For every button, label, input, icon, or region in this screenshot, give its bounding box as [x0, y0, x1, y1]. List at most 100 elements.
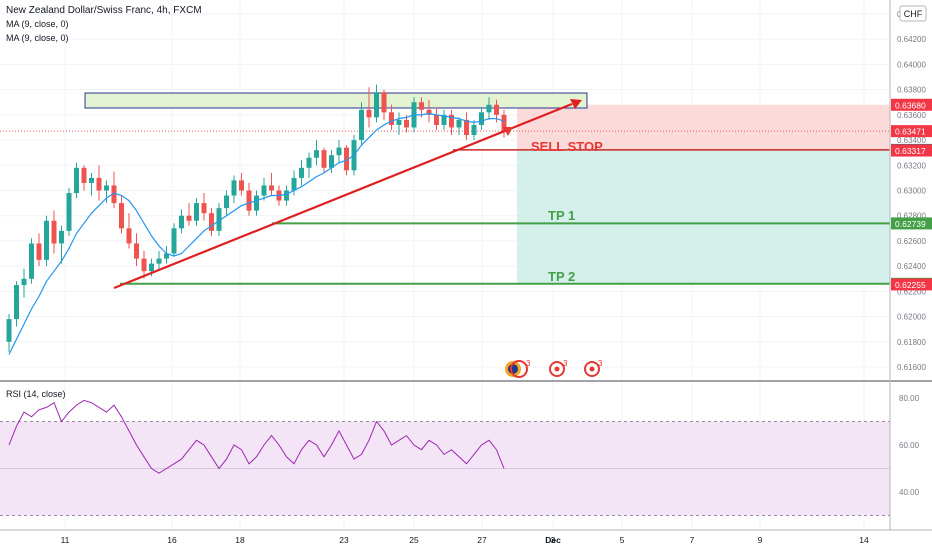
take-profit-zone: [517, 149, 890, 284]
event-icon-3-dot: [589, 366, 595, 372]
price-tick-label: 0.63000: [897, 187, 926, 196]
candle: [284, 185, 289, 206]
event-count-1: 3: [526, 359, 531, 368]
candle: [66, 187, 72, 236]
rsi-tick-label: 60.00: [899, 441, 920, 450]
candle: [246, 182, 252, 216]
time-tick-label: 23: [339, 535, 349, 545]
chart-title[interactable]: New Zealand Dollar/Swiss Franc, 4h, FXCM: [6, 5, 202, 16]
sell-stop-label[interactable]: SELL STOP: [531, 139, 603, 154]
currency-badge[interactable]: [899, 5, 927, 22]
rsi-tick-label: 40.00: [899, 488, 920, 497]
candle: [179, 209, 184, 234]
time-tick-label: 7: [690, 535, 695, 545]
candle: [291, 170, 297, 196]
tp2-label[interactable]: TP 2: [548, 269, 575, 284]
price-tick-label: 0.63800: [897, 86, 926, 95]
candle: [74, 162, 79, 199]
rsi-axis[interactable]: 80.00 60.00 40.00: [899, 394, 920, 497]
price-tick-label: 0.63200: [897, 161, 926, 170]
candle: [224, 190, 229, 216]
price-tick-label: 0.63600: [897, 111, 926, 120]
price-tick-label: 0.61800: [897, 338, 926, 347]
candle: [21, 268, 27, 298]
time-tick-label: 18: [235, 535, 245, 545]
ascending-trendline[interactable]: [113, 102, 573, 290]
price-tick-label: 0.62400: [897, 262, 926, 271]
candle: [96, 165, 102, 201]
event-count-2: 3: [563, 359, 568, 368]
candle: [6, 314, 12, 352]
flag-event-inner-icon: [508, 364, 518, 374]
price-axis-labels: 0.636800.634710.633220.633170.627390.622…: [891, 98, 932, 291]
resistance-zone[interactable]: [84, 92, 588, 109]
candle: [479, 107, 484, 130]
price-label-badge: [891, 217, 932, 230]
candle: [396, 112, 402, 136]
candle: [329, 150, 334, 173]
candle: [471, 119, 477, 141]
stop-loss-zone: [517, 104, 890, 150]
event-icon-3[interactable]: [584, 361, 600, 377]
candle: [456, 117, 462, 136]
candle: [381, 89, 387, 120]
candle: [104, 180, 109, 204]
candle: [51, 210, 57, 254]
candle: [464, 112, 469, 141]
time-tick-label: 5: [620, 535, 625, 545]
rsi-level-lines: [0, 421, 890, 516]
candle: [134, 233, 139, 267]
candle: [119, 195, 124, 234]
candle: [156, 251, 162, 272]
time-tick-label: 3: [551, 535, 556, 545]
candle: [261, 177, 267, 201]
candle: [171, 223, 177, 257]
candle: [366, 87, 372, 128]
tp1-label[interactable]: TP 1: [548, 208, 575, 223]
time-tick-label: 9: [758, 535, 763, 545]
price-label-badge: [891, 144, 932, 157]
event-icon-2-dot: [554, 366, 560, 372]
price-label-badge: [891, 278, 932, 291]
candle: [426, 99, 432, 123]
candle: [164, 245, 169, 264]
economic-events[interactable]: 3 3 3: [505, 359, 603, 378]
price-label-text: 0.63471: [895, 127, 926, 137]
price-axis[interactable]: 0.644000.642000.640000.638000.636000.634…: [897, 10, 926, 372]
rsi-line: [8, 399, 505, 474]
event-icon-2[interactable]: [549, 361, 565, 377]
ma-legend-2[interactable]: MA (9, close, 0): [6, 33, 69, 43]
trendline-arrowhead: [570, 99, 582, 109]
event-icon-1[interactable]: [510, 360, 528, 378]
price-tick-label: 0.64000: [897, 60, 926, 69]
candle: [209, 208, 214, 236]
candle: [359, 102, 364, 146]
price-label-text: 0.63317: [895, 146, 926, 156]
candle: [141, 251, 147, 279]
candle: [389, 104, 394, 130]
candle: [239, 172, 244, 196]
candle: [36, 233, 42, 267]
time-tick-label: 14: [859, 535, 869, 545]
candle: [14, 281, 19, 327]
candle: [314, 140, 319, 166]
candle: [419, 97, 424, 118]
price-tick-label: 0.63400: [897, 136, 926, 145]
down-arrow-icon: [503, 127, 513, 136]
rsi-tick-label: 80.00: [899, 394, 920, 403]
ma-legend-1[interactable]: MA (9, close, 0): [6, 19, 69, 29]
rsi-legend[interactable]: RSI (14, close): [6, 389, 66, 399]
candle: [216, 203, 222, 236]
candle: [59, 225, 64, 264]
candle: [126, 213, 132, 249]
price-tick-label: 0.64200: [897, 35, 926, 44]
candle: [306, 152, 312, 178]
candle: [111, 171, 117, 209]
candle: [201, 193, 207, 221]
candle: [44, 215, 49, 267]
time-tick-label: 25: [409, 535, 419, 545]
candle: [321, 147, 327, 173]
candle: [434, 107, 439, 130]
